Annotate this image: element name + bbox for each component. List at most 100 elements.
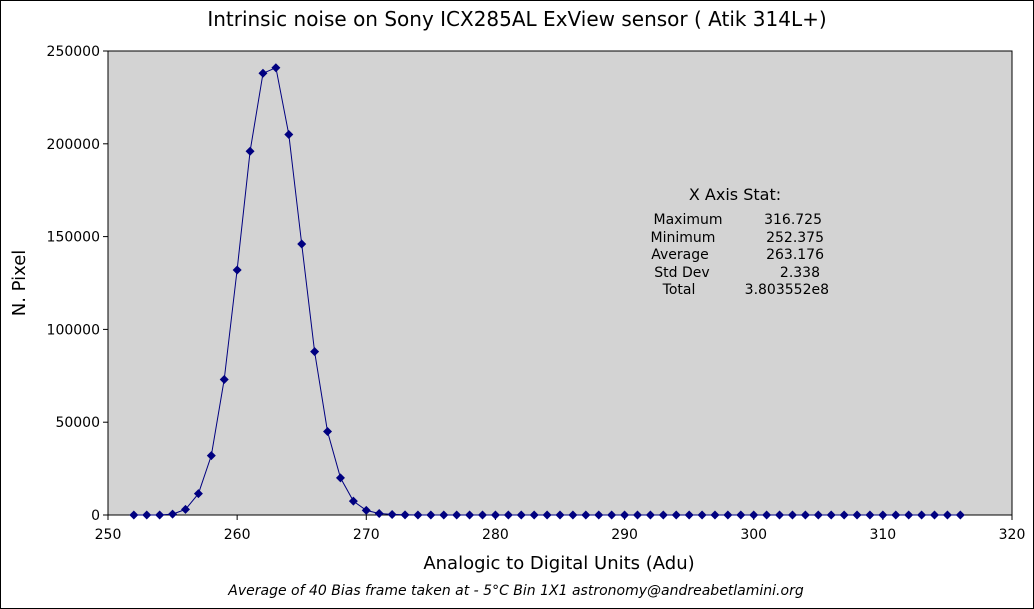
data-point [645,510,655,520]
y-tick-label: 200000 [47,137,100,153]
data-point [581,510,591,520]
data-point [413,510,423,520]
data-point [942,510,952,520]
data-point [710,510,720,520]
data-point [891,510,901,520]
stat-value: 263.176 [766,247,824,263]
data-point [787,510,797,520]
data-point [762,510,772,520]
data-point [232,265,242,275]
data-point [180,504,190,514]
x-tick-label: 290 [611,527,638,543]
plot-area [107,50,1013,516]
data-point [323,426,333,436]
data-point [620,510,630,520]
chart-title: Intrinsic noise on Sony ICX285AL ExView … [207,7,826,31]
data-point [568,510,578,520]
data-point [361,505,371,515]
stats-annotation: X Axis Stat: Maximum 316.725 Minimum 252… [651,185,829,298]
x-axis-label: Analogic to Digital Units (Adu) [423,553,694,574]
data-point [245,146,255,156]
data-point [426,510,436,520]
chart-footer: Average of 40 Bias frame taken at - 5°C … [227,583,804,599]
y-axis-label: N. Pixel [9,250,30,317]
data-point [955,510,965,520]
stat-label: Maximum [654,212,723,228]
x-tick-label: 250 [95,527,122,543]
x-tick-label: 270 [353,527,380,543]
data-point [348,496,358,506]
data-point [904,510,914,520]
data-point [452,510,462,520]
data-point [465,510,475,520]
data-point [193,489,203,499]
data-point [749,510,759,520]
stat-label: Total [662,282,696,298]
y-tick-label: 250000 [47,44,100,60]
data-point [129,510,139,520]
data-point [813,510,823,520]
data-point [658,510,668,520]
data-point [878,510,888,520]
data-point [387,509,397,519]
data-point [917,510,927,520]
stat-label: Average [651,247,709,263]
data-point [594,510,604,520]
x-axis: 250 260 270 280 290 300 310 320 [95,515,1026,543]
data-point [219,375,229,385]
stat-label: Minimum [651,230,716,246]
data-point [723,510,733,520]
data-point [155,510,165,520]
x-tick-label: 320 [999,527,1026,543]
data-point [310,347,320,357]
data-point [865,510,875,520]
y-axis: 0 50000 100000 150000 200000 250000 [47,44,108,524]
data-point [684,510,694,520]
data-point [542,510,552,520]
x-tick-label: 310 [869,527,896,543]
data-point [775,510,785,520]
data-point [284,130,294,140]
data-point [297,239,307,249]
data-point [258,68,268,78]
y-tick-label: 150000 [47,230,100,246]
data-point [206,451,216,461]
data-point [503,510,513,520]
data-point [671,510,681,520]
data-point [271,63,281,73]
y-tick-label: 0 [91,508,100,524]
data-point [374,509,384,519]
data-point [529,510,539,520]
stat-value: 2.338 [780,265,820,281]
x-tick-label: 260 [224,527,251,543]
series-markers [129,63,965,520]
data-point [490,510,500,520]
data-point [697,510,707,520]
stats-heading: X Axis Stat: [689,185,781,204]
stat-value: 316.725 [764,212,822,228]
data-point [839,510,849,520]
data-point [736,510,746,520]
data-point [478,510,488,520]
data-point [632,510,642,520]
y-tick-label: 100000 [47,322,100,338]
data-point [439,510,449,520]
stat-value: 3.803552e8 [745,282,829,298]
data-point [930,510,940,520]
stat-label: Std Dev [654,265,709,281]
data-point [516,510,526,520]
data-point [168,509,178,519]
data-point [142,510,152,520]
data-point [800,510,810,520]
x-tick-label: 300 [740,527,767,543]
data-point [335,473,345,483]
data-point [555,510,565,520]
x-tick-label: 280 [482,527,509,543]
data-point [400,510,410,520]
data-point [826,510,836,520]
y-tick-label: 50000 [55,415,100,431]
data-point [852,510,862,520]
data-point [607,510,617,520]
stat-value: 252.375 [766,230,824,246]
